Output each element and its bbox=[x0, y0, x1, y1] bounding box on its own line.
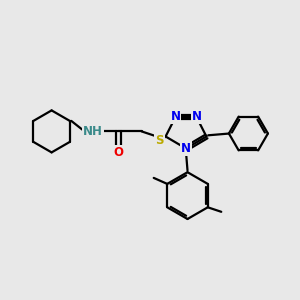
Text: N: N bbox=[181, 142, 191, 155]
Text: N: N bbox=[191, 110, 202, 124]
Text: O: O bbox=[113, 146, 124, 159]
Text: S: S bbox=[155, 134, 164, 148]
Text: NH: NH bbox=[83, 125, 103, 138]
Text: N: N bbox=[170, 110, 181, 124]
